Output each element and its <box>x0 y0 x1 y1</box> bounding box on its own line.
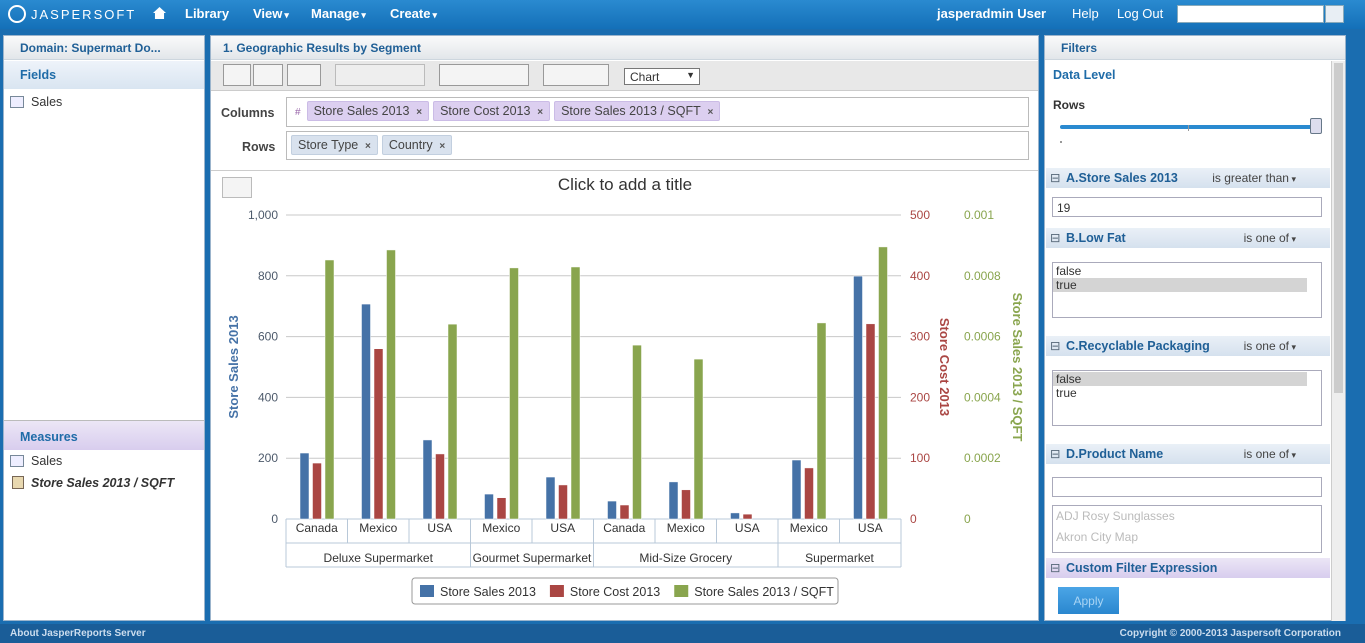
filter-options[interactable]: ADJ Rosy Sunglasses Akron City Map <box>1052 505 1322 553</box>
filter-name: B.Low Fat <box>1066 231 1126 245</box>
measure-item[interactable]: Sales <box>31 454 63 468</box>
menu-item[interactable]: Manage <box>311 6 366 21</box>
help-link[interactable]: Help <box>1072 6 1099 21</box>
filter-options[interactable]: false true <box>1052 262 1322 318</box>
field-item[interactable]: Sales <box>31 95 63 109</box>
columns-label: Columns <box>221 106 275 120</box>
column-pill[interactable]: Store Sales 2013 <box>306 101 430 121</box>
menu-item[interactable]: Create <box>390 6 437 21</box>
slider-tick <box>1060 141 1062 143</box>
logo-icon <box>8 5 26 23</box>
menu-item[interactable]: View <box>253 6 289 21</box>
filter-options[interactable]: false true <box>1052 370 1322 426</box>
report-panel: 1. Geographic Results by Segment Chart ▼ … <box>210 35 1039 621</box>
calc-icon <box>12 476 24 489</box>
level-label: Rows <box>1053 98 1086 112</box>
home-icon[interactable] <box>153 7 166 19</box>
filter-operator[interactable]: is one of <box>1244 447 1296 461</box>
filter-operator[interactable]: is greater than <box>1212 171 1296 185</box>
search-input[interactable] <box>1177 5 1324 23</box>
top-nav: JASPERSOFT Library View Manage Create ja… <box>0 0 1365 29</box>
rows-label: Rows <box>242 140 276 154</box>
undo-buttons[interactable] <box>335 64 425 86</box>
data-level-label: Data Level <box>1053 68 1116 82</box>
view-type: Chart <box>630 70 660 84</box>
level-slider[interactable] <box>1060 125 1318 129</box>
table-icon <box>10 455 24 467</box>
filter-operator[interactable]: is one of <box>1244 231 1296 245</box>
filters-header: Filters <box>1045 36 1345 60</box>
table-icon <box>10 96 24 108</box>
menu-item[interactable]: Library <box>185 6 230 21</box>
filter-option[interactable]: false <box>1053 372 1307 386</box>
measure-item[interactable]: Store Sales 2013 / SQFT <box>31 476 175 490</box>
rows-drop[interactable]: Store TypeCountry <box>286 131 1029 160</box>
row-pill[interactable]: Country <box>381 135 453 155</box>
logo: JASPERSOFT <box>31 7 137 22</box>
filter-input[interactable]: 19 <box>1052 197 1322 217</box>
filter-header[interactable]: A.Store Sales 2013 is greater than <box>1046 168 1330 188</box>
measure-marker: # <box>295 107 301 118</box>
row-pill[interactable]: Store Type <box>291 135 378 155</box>
filter-option[interactable]: true <box>1056 386 1077 400</box>
filter-name: A.Store Sales 2013 <box>1066 171 1178 185</box>
custom-filter: Custom Filter Expression <box>1066 561 1218 575</box>
search-button[interactable] <box>1325 5 1344 23</box>
toolbar: Chart ▼ <box>211 61 1038 91</box>
filter-option[interactable]: Akron City Map <box>1056 530 1139 544</box>
filter-option[interactable]: true <box>1053 278 1307 292</box>
filter-search[interactable] <box>1052 477 1322 497</box>
copyright: Copyright © 2000-2013 Jaspersoft Corpora… <box>1119 628 1341 639</box>
slider-handle[interactable] <box>1310 118 1322 134</box>
column-pill[interactable]: Store Cost 2013 <box>433 101 551 121</box>
logout-link[interactable]: Log Out <box>1117 6 1164 21</box>
options-buttons[interactable] <box>543 64 609 86</box>
left-panel: Domain: Supermart Do... Fields Sales Mea… <box>3 35 205 621</box>
view-type-select[interactable]: Chart ▼ <box>624 68 700 85</box>
user-name[interactable]: jasperadmin User <box>937 6 1047 21</box>
filter-header[interactable]: D.Product Name is one of <box>1046 444 1330 464</box>
domain-header: Domain: Supermart Do... <box>4 36 204 60</box>
measures-header: Measures <box>4 420 204 450</box>
view-button[interactable] <box>223 64 251 86</box>
filter-option[interactable]: ADJ Rosy Sunglasses <box>1056 509 1175 523</box>
slider-tick <box>1188 125 1189 131</box>
scrollbar[interactable] <box>1331 61 1345 621</box>
filter-operator[interactable]: is one of <box>1244 339 1296 353</box>
filter-header[interactable]: B.Low Fat is one of <box>1046 228 1330 248</box>
footer: About JasperReports Server Copyright © 2… <box>0 624 1365 643</box>
filter-option[interactable]: false <box>1056 264 1082 278</box>
apply-button[interactable]: Apply <box>1058 587 1119 614</box>
custom-filter-header[interactable]: Custom Filter Expression <box>1046 558 1330 578</box>
chart-settings[interactable] <box>222 177 252 198</box>
fields-header: Fields <box>4 61 204 89</box>
save-button[interactable] <box>253 64 283 86</box>
pivot-buttons[interactable] <box>439 64 529 86</box>
filter-header[interactable]: C.Recyclable Packaging is one of <box>1046 336 1330 356</box>
export-button[interactable] <box>287 64 321 86</box>
about-link[interactable]: About JasperReports Server <box>10 628 146 639</box>
column-pill[interactable]: Store Sales 2013 / SQFT <box>554 101 721 121</box>
report-title: 1. Geographic Results by Segment <box>211 36 1038 60</box>
filter-name: C.Recyclable Packaging <box>1066 339 1210 353</box>
filter-name: D.Product Name <box>1066 447 1164 461</box>
chart-area <box>211 170 1038 620</box>
